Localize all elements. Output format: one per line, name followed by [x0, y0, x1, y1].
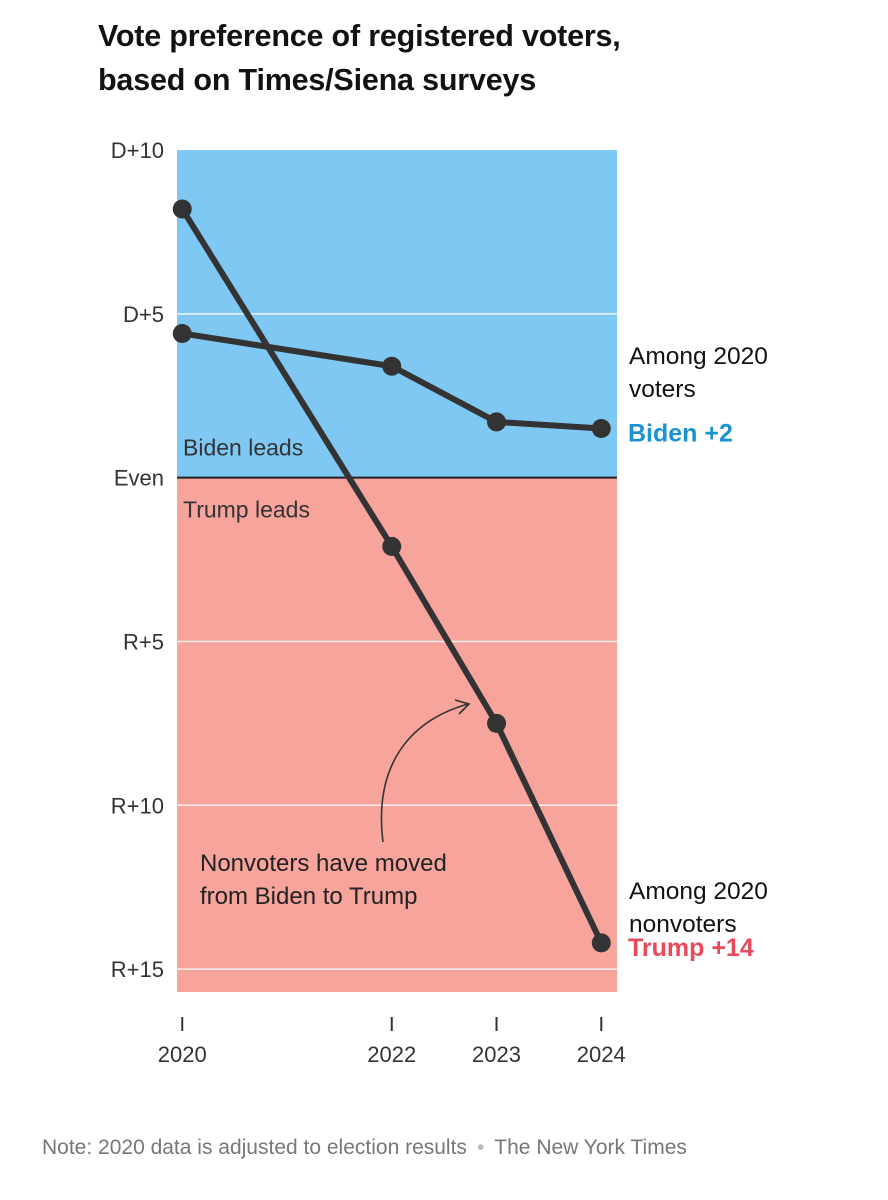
annotation-text: from Biden to Trump: [200, 883, 417, 910]
series-end-label-1: Trump +14: [628, 934, 754, 962]
x-tick-label: 2024: [577, 1042, 626, 1067]
footer-note: Note: 2020 data is adjusted to election …: [42, 1136, 467, 1159]
annotation-text: Nonvoters have moved: [200, 850, 447, 877]
data-point-0-2023: [487, 412, 507, 432]
data-point-1-2022: [382, 536, 402, 556]
chart-title-line-2: based on Times/Siena surveys: [98, 63, 536, 97]
trump-region: [177, 477, 617, 992]
annotation-arrowhead: [454, 699, 471, 715]
data-point-1-2023: [487, 713, 507, 733]
series-line-0: [179, 330, 605, 432]
x-tick-label: 2020: [158, 1042, 207, 1067]
y-tick-label: D+5: [123, 302, 164, 327]
series-line-1: [179, 205, 605, 946]
series-label-0: Among 2020: [629, 343, 768, 370]
series-label-0: voters: [629, 376, 696, 403]
chart-title: Vote preference of registered voters, ba…: [98, 14, 858, 102]
series-label-1: Among 2020: [629, 878, 768, 905]
y-tick-label: R+15: [111, 957, 164, 982]
series-end-label-0: Biden +2: [628, 419, 733, 447]
data-point-1-2024: [591, 933, 611, 953]
annotation-arrow: [380, 703, 469, 843]
line-chart: D+10 D+5 Even R+5 R+10 R+15 Biden leads Trump l…: [111, 138, 768, 1067]
biden-leads-label: Biden leads: [183, 435, 303, 461]
chart-title-line-1: Vote preference of registered voters,: [98, 19, 621, 53]
y-tick-label: D+10: [111, 138, 164, 163]
data-point-0-2020: [172, 323, 192, 343]
y-tick-label: R+10: [111, 793, 164, 818]
footer-source: The New York Times: [494, 1136, 687, 1159]
chart-footer: Note: 2020 data is adjusted to election …: [42, 1136, 687, 1160]
trump-leads-label: Trump leads: [183, 497, 310, 523]
data-point-0-2024: [591, 418, 611, 438]
data-point-0-2022: [382, 356, 402, 376]
y-tick-label: R+5: [123, 629, 164, 654]
footer-separator: •: [476, 1136, 485, 1159]
data-point-1-2020: [172, 199, 192, 219]
series-label-1: nonvoters: [629, 911, 737, 938]
y-tick-label: Even: [114, 466, 164, 491]
x-tick-label: 2023: [472, 1042, 521, 1067]
x-tick-label: 2022: [367, 1042, 416, 1067]
